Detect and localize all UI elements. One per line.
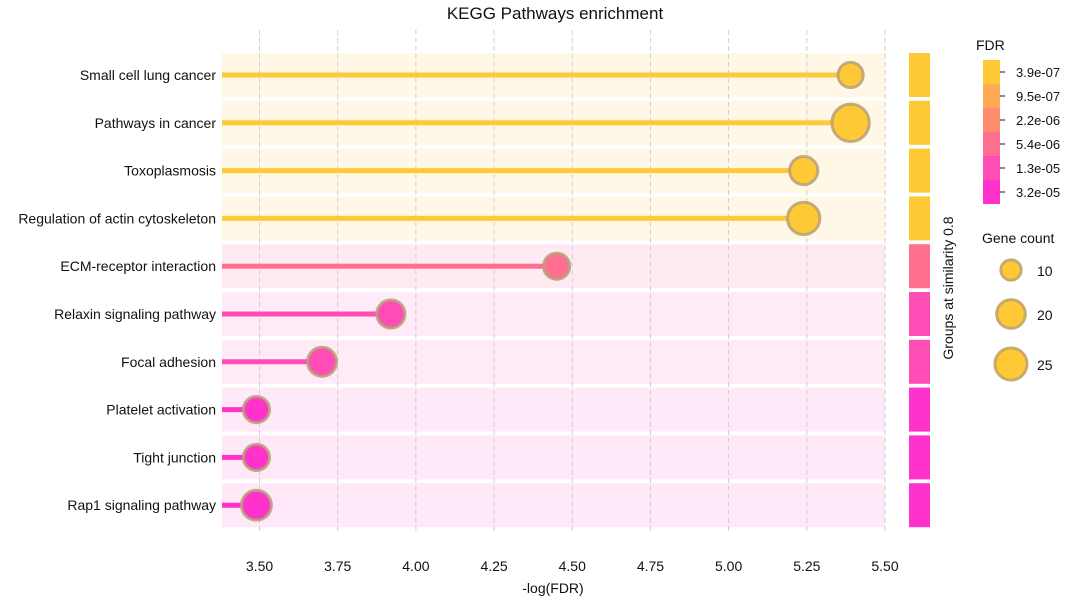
group-color-bar: [909, 292, 930, 336]
lollipop-dot: [375, 298, 407, 330]
fdr-legend-label: 2.2e-06: [1016, 113, 1060, 128]
y-category-label: Platelet activation: [106, 402, 216, 418]
y-category-label: Rap1 signaling pathway: [67, 497, 216, 513]
y-category-label: Relaxin signaling pathway: [54, 306, 216, 322]
x-tick-label: 4.25: [480, 558, 507, 574]
y-category-label: Toxoplasmosis: [124, 163, 216, 179]
lollipop-dot: [239, 488, 273, 522]
y-category-label: Tight junction: [133, 449, 216, 465]
row-background: [222, 483, 885, 528]
group-color-bar: [909, 387, 930, 432]
group-color-bar: [909, 148, 930, 193]
fdr-legend-swatch: [983, 108, 1000, 132]
group-bar-label: Groups at similarity 0.8: [940, 216, 956, 359]
lollipop-dot: [788, 155, 820, 187]
x-tick-label: 4.75: [637, 558, 664, 574]
y-category-label: Focal adhesion: [121, 354, 216, 370]
lollipop-dot: [830, 102, 871, 143]
fdr-legend-label: 3.2e-05: [1016, 185, 1060, 200]
group-color-bar: [909, 435, 930, 480]
fdr-legend-swatch: [983, 132, 1000, 156]
gene-count-legend-circle: [995, 298, 1027, 330]
y-category-label: Regulation of actin cytoskeleton: [18, 210, 216, 226]
fdr-legend-swatch: [983, 180, 1000, 204]
x-tick-label: 4.00: [402, 558, 429, 574]
fdr-legend-swatch: [983, 60, 1000, 84]
fdr-legend-swatch: [983, 156, 1000, 180]
lollipop-dot: [785, 200, 822, 237]
row-background: [222, 435, 885, 480]
fdr-legend-title: FDR: [976, 37, 1005, 53]
x-tick-label: 3.50: [246, 558, 273, 574]
row-background: [222, 387, 885, 432]
gene-count-legend-label: 25: [1037, 357, 1053, 373]
x-axis-label: -log(FDR): [522, 580, 583, 596]
chart-title: KEGG Pathways enrichment: [447, 4, 664, 23]
group-color-bar: [909, 339, 930, 384]
group-color-bar: [909, 483, 930, 528]
y-category-label: ECM-receptor interaction: [60, 258, 216, 274]
group-color-bar: [909, 196, 930, 241]
fdr-legend-swatch: [983, 84, 1000, 108]
gene-count-legend-title: Gene count: [982, 230, 1054, 246]
x-tick-label: 5.50: [871, 558, 898, 574]
x-tick-label: 5.25: [793, 558, 820, 574]
x-tick-label: 4.50: [559, 558, 586, 574]
gene-count-legend-circle: [993, 346, 1029, 382]
fdr-legend-label: 3.9e-07: [1016, 65, 1060, 80]
lollipop-dot: [306, 345, 339, 378]
gene-count-legend-label: 10: [1037, 263, 1053, 279]
gene-count-legend-label: 20: [1037, 307, 1053, 323]
group-color-bar: [909, 100, 930, 145]
lollipop-dot: [836, 60, 865, 90]
fdr-legend-label: 1.3e-05: [1016, 161, 1060, 176]
lollipop-dot: [241, 442, 272, 473]
group-color-bar: [909, 53, 930, 97]
group-color-bar: [909, 244, 930, 289]
fdr-legend-label: 9.5e-07: [1016, 89, 1060, 104]
gene-count-legend-circle: [999, 258, 1023, 282]
lollipop-dot: [542, 251, 572, 281]
y-category-label: Pathways in cancer: [95, 115, 217, 131]
fdr-legend-label: 5.4e-06: [1016, 137, 1060, 152]
x-tick-label: 5.00: [715, 558, 742, 574]
y-category-label: Small cell lung cancer: [80, 67, 217, 83]
x-tick-label: 3.75: [324, 558, 351, 574]
lollipop-dot: [241, 394, 272, 425]
